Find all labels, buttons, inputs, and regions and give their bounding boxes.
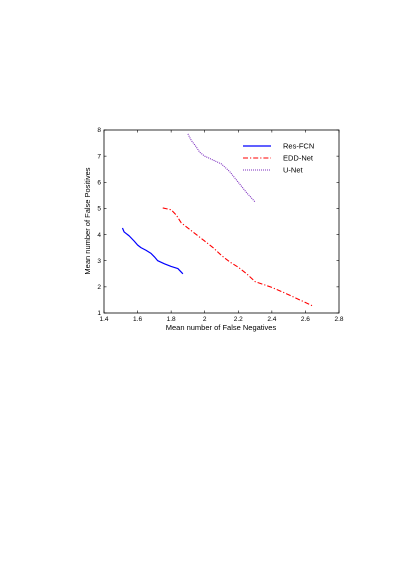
y-tick-label: 8 (97, 127, 101, 134)
x-tick-label: 2.6 (301, 316, 310, 323)
x-tick-label: 2 (203, 316, 207, 323)
x-tick-label: 2.8 (334, 316, 343, 323)
series-line-u-net (187, 133, 256, 203)
series-line-res-fcn (121, 227, 184, 275)
y-axis-label: Mean number of False Positives (83, 167, 92, 274)
legend: Res-FCN EDD-Net U-Net (243, 142, 314, 175)
y-tick-label: 7 (97, 153, 101, 160)
y-tick-label: 5 (97, 206, 101, 213)
x-tick-label: 1.4 (99, 316, 108, 323)
y-tick-label: 2 (97, 284, 101, 291)
legend-label-u-net: U-Net (283, 166, 304, 175)
y-tick-label: 6 (97, 179, 101, 186)
x-axis-label: Mean number of False Negatives (166, 323, 277, 332)
x-tick-label: 2.2 (234, 316, 243, 323)
legend-label-edd-net: EDD-Net (283, 154, 314, 163)
x-tick-label: 1.8 (167, 316, 176, 323)
x-tick-label: 1.6 (133, 316, 142, 323)
legend-label-res-fcn: Res-FCN (283, 142, 314, 151)
axis-ticks: 1.4 1.6 1.8 2 2.2 2.4 2.6 2.8 1 2 3 4 5 6 7 8 (97, 127, 344, 323)
plot-frame (103, 129, 340, 314)
y-tick-label: 4 (97, 232, 101, 239)
x-tick-label: 2.4 (267, 316, 276, 323)
series-lines (121, 133, 315, 307)
y-tick-label: 3 (97, 258, 101, 265)
series-line-edd-net (162, 207, 315, 307)
y-tick-label: 1 (97, 310, 101, 317)
